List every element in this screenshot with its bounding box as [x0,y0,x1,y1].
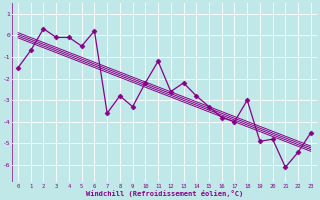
X-axis label: Windchill (Refroidissement éolien,°C): Windchill (Refroidissement éolien,°C) [86,190,243,197]
